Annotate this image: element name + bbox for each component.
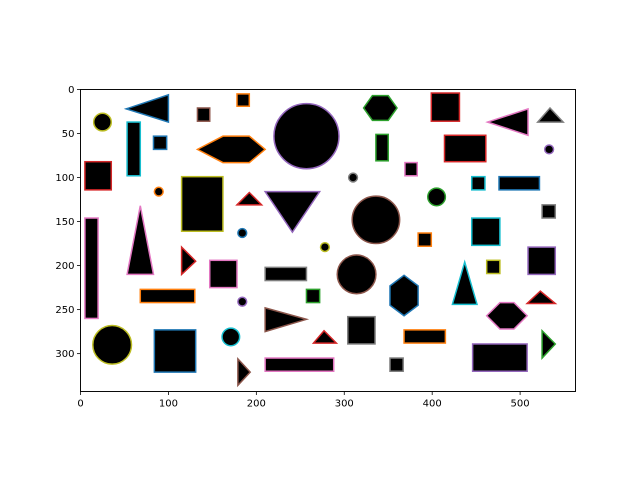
circle-shape (237, 296, 248, 307)
circle-shape (237, 227, 248, 239)
rectangle-shape (139, 288, 196, 304)
rectangle-shape (443, 134, 487, 163)
rectangle-shape (180, 175, 224, 233)
circle-shape (153, 186, 164, 197)
circle-shape (319, 241, 331, 253)
polygon-shape (195, 135, 267, 164)
rectangle-shape (485, 259, 501, 275)
rectangle-shape (236, 93, 251, 107)
triangle-shape (237, 357, 252, 388)
rectangle-shape (196, 107, 211, 122)
rectangle-shape (264, 266, 308, 282)
triangle-shape (525, 290, 558, 305)
circle-shape (336, 254, 377, 295)
y-tick-label: 250 (55, 305, 74, 316)
y-tick-label: 50 (62, 129, 75, 140)
y-tick-label: 0 (68, 85, 74, 96)
rectangle-shape (471, 175, 486, 191)
y-tick-label: 100 (55, 173, 74, 184)
polygon-shape (389, 274, 419, 317)
triangle-shape (536, 106, 565, 123)
triangle-shape (541, 328, 557, 360)
circle-shape (92, 112, 113, 132)
rectangle-shape (347, 315, 376, 345)
circle-shape (543, 144, 555, 155)
triangle-shape (451, 259, 479, 306)
rectangle-shape (498, 175, 541, 191)
rectangle-shape (430, 92, 461, 122)
y-tick-label: 200 (55, 261, 74, 272)
x-tick-label: 100 (159, 399, 178, 410)
rectangle-shape (471, 217, 501, 247)
rectangle-shape (305, 288, 321, 304)
x-tick-label: 200 (247, 399, 266, 410)
x-tick-label: 400 (423, 399, 442, 410)
rectangle-shape (208, 259, 238, 289)
shapes-layer (84, 92, 565, 388)
circle-shape (221, 327, 241, 347)
rectangle-shape (527, 246, 557, 276)
x-tick-label: 500 (511, 399, 530, 410)
x-tick-label: 300 (335, 399, 354, 410)
triangle-shape (126, 205, 155, 276)
polygon-shape (485, 301, 529, 330)
circle-shape (351, 195, 401, 245)
circle-shape (347, 172, 359, 183)
x-tick-label: 0 (77, 399, 83, 410)
rectangle-shape (153, 329, 197, 373)
rectangle-shape (389, 357, 404, 372)
rectangle-shape (152, 135, 168, 151)
rectangle-shape (471, 343, 528, 372)
triangle-shape (235, 191, 264, 206)
circle-shape (273, 102, 340, 170)
rectangle-shape (417, 232, 433, 247)
ticks-layer: 0 100 200 300 400 500 0 50 100 150 200 250 300 (55, 85, 529, 410)
rectangle-shape (84, 217, 99, 320)
rectangle-shape (375, 133, 389, 162)
rectangle-shape (403, 329, 447, 344)
triangle-shape (263, 190, 322, 234)
triangle-shape (264, 306, 310, 333)
triangle-shape (311, 329, 339, 344)
triangle-shape (180, 245, 197, 277)
rectangle-shape (126, 121, 142, 177)
triangle-shape (123, 93, 170, 124)
plot-frame (80, 89, 576, 392)
y-tick-label: 150 (55, 217, 74, 228)
y-tick-label: 300 (55, 349, 74, 360)
rectangle-shape (264, 357, 335, 372)
circle-shape (92, 324, 133, 365)
rectangle-shape (541, 204, 557, 219)
rectangle-shape (84, 160, 113, 191)
polygon-shape (362, 94, 398, 122)
circle-shape (427, 187, 447, 207)
triangle-shape (485, 107, 529, 137)
rectangle-shape (404, 161, 418, 177)
